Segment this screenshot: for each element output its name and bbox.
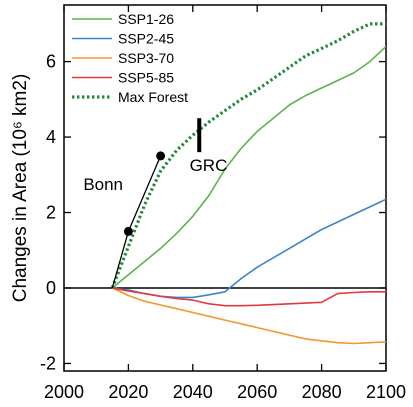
- series-line-ssp5-85: [112, 287, 386, 307]
- x-tick-label: 2100: [366, 382, 406, 402]
- series-line-max-forest: [110, 22, 386, 289]
- legend-label-ssp1-26: SSP1-26: [118, 11, 174, 27]
- legend-label-ssp2-45: SSP2-45: [118, 31, 174, 47]
- series-line-ssp2-45: [112, 198, 386, 299]
- y-tick-label: 2: [46, 203, 56, 223]
- legend-label-max-forest: Max Forest: [118, 89, 188, 105]
- x-tick-label: 2020: [108, 382, 148, 402]
- y-tick-label: 4: [46, 127, 56, 147]
- x-tick-label: 2080: [302, 382, 342, 402]
- x-tick-label: 2060: [237, 382, 277, 402]
- bonn-marker: [123, 226, 133, 236]
- legend-label-ssp3-70: SSP3-70: [118, 50, 174, 66]
- grc-label: GRC: [190, 156, 228, 175]
- y-tick-label: 0: [46, 278, 56, 298]
- axis-ticks: 2000 2020 2040 2060 2080 2100 -2 0 2 4 6: [40, 5, 406, 402]
- legend: SSP1-26 SSP2-45 SSP3-70 SSP5-85 Max Forest: [72, 11, 188, 105]
- series-line-ssp1-26: [111, 45, 386, 289]
- bonn-marker: [156, 151, 166, 161]
- series-line-ssp3-70: [111, 287, 386, 345]
- y-axis-title: Changes in Area (10⁶ km2): [10, 74, 31, 303]
- y-tick-label: -2: [40, 353, 56, 373]
- annotation-layer: Bonn GRC: [83, 118, 228, 289]
- x-tick-label: 2000: [44, 382, 84, 402]
- x-tick-label: 2040: [173, 382, 213, 402]
- series-layer: [110, 22, 386, 345]
- plot-frame: [63, 4, 387, 372]
- y-tick-label: 6: [46, 52, 56, 72]
- legend-label-ssp5-85: SSP5-85: [118, 70, 174, 86]
- bonn-label: Bonn: [83, 175, 123, 194]
